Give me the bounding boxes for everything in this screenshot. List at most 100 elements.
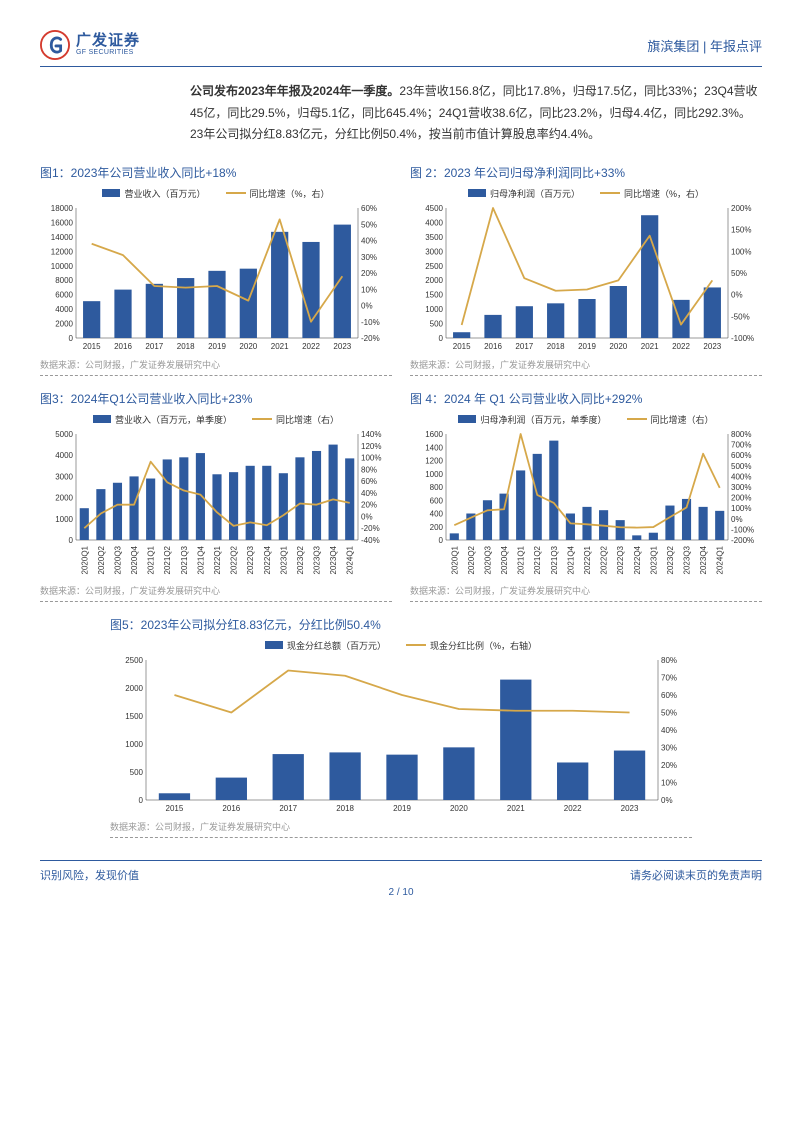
svg-text:18000: 18000	[51, 204, 74, 213]
chart1-legend: 营业收入（百万元） 同比增速（%，右）	[40, 187, 392, 200]
svg-text:1200: 1200	[425, 456, 443, 465]
svg-text:10000: 10000	[51, 262, 74, 271]
svg-text:100%: 100%	[361, 453, 381, 462]
svg-text:1000: 1000	[425, 305, 443, 314]
svg-text:600%: 600%	[731, 451, 751, 460]
svg-text:2020Q3: 2020Q3	[113, 545, 122, 574]
svg-text:100%: 100%	[731, 504, 751, 513]
svg-text:2020: 2020	[239, 342, 257, 351]
svg-text:200%: 200%	[731, 493, 751, 502]
svg-text:2015: 2015	[166, 804, 184, 813]
svg-text:2021: 2021	[507, 804, 525, 813]
svg-text:-100%: -100%	[731, 525, 754, 534]
svg-text:2023Q2: 2023Q2	[296, 545, 305, 574]
svg-text:2016: 2016	[114, 342, 132, 351]
chart2-area: 050010001500200025003000350040004500-100…	[410, 204, 762, 354]
svg-text:-10%: -10%	[361, 318, 380, 327]
chart4-area: 02004006008001000120014001600-200%-100%0…	[410, 430, 762, 580]
body-paragraph: 公司发布2023年年报及2024年一季度。23年营收156.8亿，同比17.8%…	[190, 81, 762, 146]
svg-text:3000: 3000	[55, 472, 73, 481]
svg-text:1000: 1000	[425, 470, 443, 479]
svg-text:2500: 2500	[425, 262, 443, 271]
svg-text:2020Q3: 2020Q3	[483, 545, 492, 574]
svg-text:200: 200	[430, 523, 444, 532]
chart3-legend-bar: 营业收入（百万元，单季度）	[115, 413, 232, 426]
svg-text:-50%: -50%	[731, 312, 750, 321]
svg-text:2022: 2022	[302, 342, 320, 351]
svg-text:2023: 2023	[333, 342, 351, 351]
header-right: 旗滨集团 | 年报点评	[647, 36, 762, 55]
footer-left: 识别风险，发现价值	[40, 867, 139, 883]
svg-text:1600: 1600	[425, 430, 443, 439]
svg-text:2015: 2015	[83, 342, 101, 351]
svg-text:2021Q2: 2021Q2	[163, 545, 172, 574]
svg-text:2021Q3: 2021Q3	[550, 545, 559, 574]
chart-5: 图5：2023年公司拟分红8.83亿元，分红比例50.4% 现金分红总额（百万元…	[110, 616, 692, 838]
svg-text:1500: 1500	[125, 712, 143, 721]
svg-text:2021Q2: 2021Q2	[533, 545, 542, 574]
svg-text:0: 0	[139, 796, 144, 805]
svg-text:2020Q2: 2020Q2	[467, 545, 476, 574]
svg-text:2021Q1: 2021Q1	[517, 545, 526, 574]
page-number: 2 / 10	[40, 887, 762, 898]
svg-text:2022Q1: 2022Q1	[213, 545, 222, 574]
svg-text:2023Q3: 2023Q3	[313, 545, 322, 574]
svg-text:4000: 4000	[55, 451, 73, 460]
chart5-source: 数据来源：公司财报，广发证券发展研究中心	[110, 820, 692, 833]
svg-text:2022Q3: 2022Q3	[246, 545, 255, 574]
svg-text:2023Q3: 2023Q3	[683, 545, 692, 574]
chart3-title: 图3：2024年Q1公司营业收入同比+23%	[40, 390, 392, 407]
svg-text:0%: 0%	[731, 515, 743, 524]
svg-text:2022Q4: 2022Q4	[633, 545, 642, 574]
svg-text:80%: 80%	[361, 465, 377, 474]
svg-text:2021Q1: 2021Q1	[147, 545, 156, 574]
svg-text:2019: 2019	[208, 342, 226, 351]
svg-text:2021Q4: 2021Q4	[566, 545, 575, 574]
svg-text:0%: 0%	[731, 290, 743, 299]
svg-text:2023: 2023	[703, 342, 721, 351]
svg-text:2016: 2016	[484, 342, 502, 351]
chart1-legend-line: 同比增速（%，右）	[250, 187, 330, 200]
svg-text:30%: 30%	[661, 743, 677, 752]
svg-text:500%: 500%	[731, 462, 751, 471]
chart1-area: 0200040006000800010000120001400016000180…	[40, 204, 392, 354]
svg-text:0%: 0%	[361, 512, 373, 521]
svg-text:800%: 800%	[731, 430, 751, 439]
svg-text:1500: 1500	[425, 290, 443, 299]
svg-text:8000: 8000	[55, 276, 73, 285]
svg-text:-100%: -100%	[731, 334, 754, 343]
svg-text:-40%: -40%	[361, 536, 380, 545]
svg-text:2023Q4: 2023Q4	[699, 545, 708, 574]
svg-text:2019: 2019	[578, 342, 596, 351]
svg-text:4500: 4500	[425, 204, 443, 213]
svg-text:50%: 50%	[361, 220, 377, 229]
svg-text:2020Q4: 2020Q4	[500, 545, 509, 574]
svg-text:700%: 700%	[731, 440, 751, 449]
chart1-title: 图1：2023年公司营业收入同比+18%	[40, 164, 392, 181]
svg-text:20%: 20%	[361, 500, 377, 509]
svg-text:200%: 200%	[731, 204, 751, 213]
svg-text:0: 0	[439, 536, 444, 545]
svg-text:2017: 2017	[279, 804, 297, 813]
svg-text:16000: 16000	[51, 218, 74, 227]
svg-text:60%: 60%	[661, 691, 677, 700]
svg-text:40%: 40%	[661, 726, 677, 735]
svg-text:600: 600	[430, 496, 444, 505]
svg-text:0: 0	[439, 334, 444, 343]
svg-text:2023Q4: 2023Q4	[329, 545, 338, 574]
svg-text:1000: 1000	[125, 740, 143, 749]
svg-text:60%: 60%	[361, 477, 377, 486]
chart5-legend: 现金分红总额（百万元） 现金分红比例（%，右轴）	[110, 639, 692, 652]
svg-text:2020Q2: 2020Q2	[97, 545, 106, 574]
svg-text:800: 800	[430, 483, 444, 492]
svg-text:2000: 2000	[125, 684, 143, 693]
svg-text:12000: 12000	[51, 247, 74, 256]
svg-text:14000: 14000	[51, 233, 74, 242]
charts-grid: 图1：2023年公司营业收入同比+18% 营业收入（百万元） 同比增速（%，右）…	[40, 164, 762, 602]
svg-text:0%: 0%	[661, 796, 673, 805]
svg-text:50%: 50%	[661, 708, 677, 717]
svg-text:2021Q4: 2021Q4	[196, 545, 205, 574]
chart4-legend: 归母净利润（百万元，单季度） 同比增速（右）	[410, 413, 762, 426]
svg-text:10%: 10%	[361, 285, 377, 294]
svg-text:500: 500	[430, 319, 444, 328]
